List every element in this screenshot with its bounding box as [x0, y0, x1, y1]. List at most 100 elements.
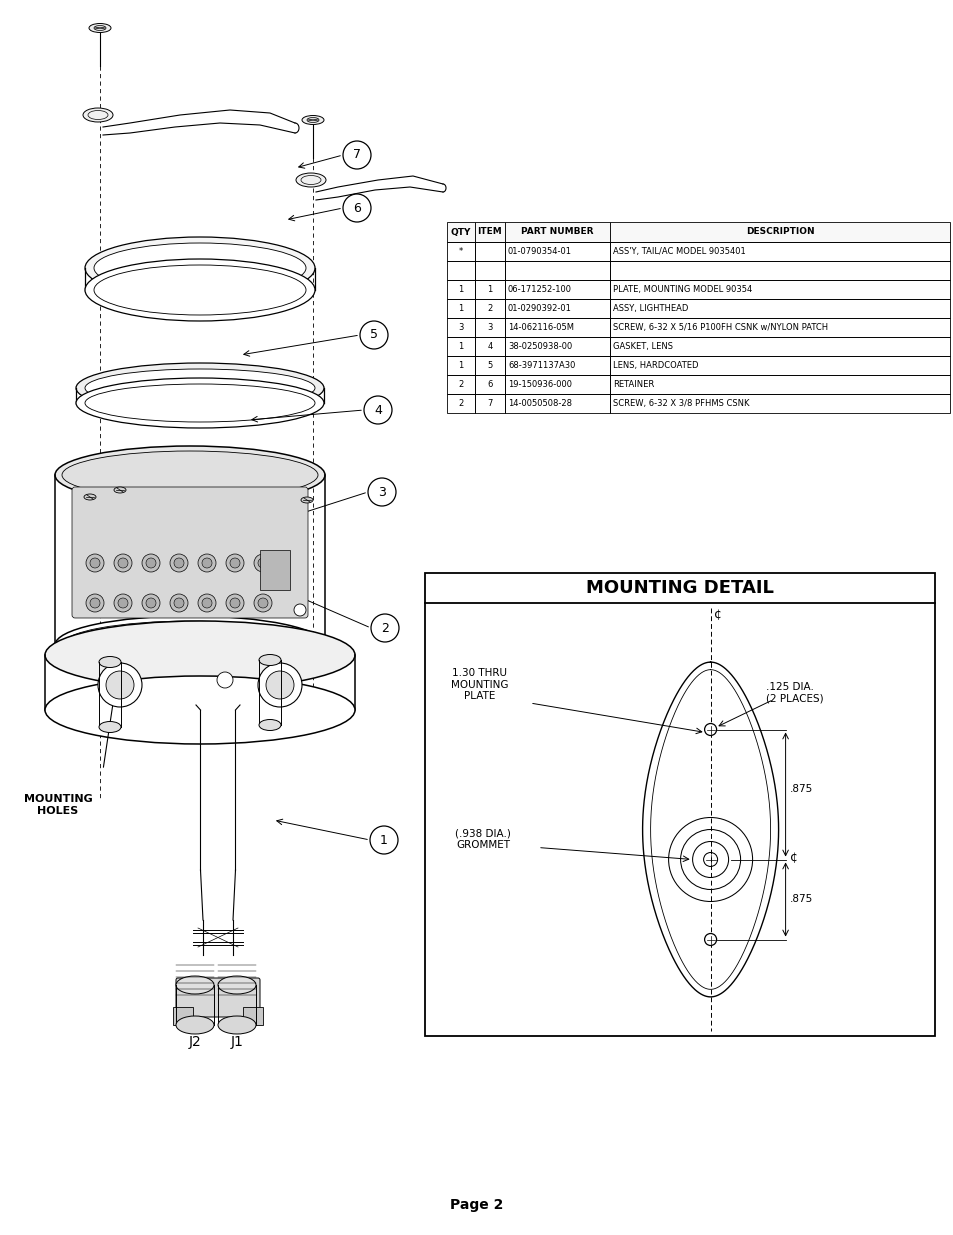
Circle shape: [364, 396, 392, 424]
Ellipse shape: [99, 657, 121, 667]
Text: 7: 7: [487, 399, 492, 408]
Circle shape: [266, 671, 294, 699]
Circle shape: [142, 594, 160, 613]
Circle shape: [142, 555, 160, 572]
Circle shape: [198, 594, 215, 613]
Ellipse shape: [62, 451, 317, 499]
Bar: [609, 394, 949, 412]
Text: 7: 7: [353, 148, 360, 162]
FancyBboxPatch shape: [243, 1007, 263, 1025]
Circle shape: [257, 663, 302, 706]
Circle shape: [98, 663, 142, 706]
Text: 6: 6: [353, 201, 360, 215]
Bar: [504, 356, 609, 375]
Text: 3: 3: [487, 324, 492, 332]
Ellipse shape: [45, 621, 355, 689]
Bar: [447, 317, 475, 337]
Text: 2: 2: [487, 304, 492, 312]
Bar: [475, 375, 504, 394]
Circle shape: [226, 594, 244, 613]
Text: MOUNTING
HOLES: MOUNTING HOLES: [24, 794, 92, 816]
Circle shape: [170, 555, 188, 572]
Text: ASS'Y, TAIL/AC MODEL 9035401: ASS'Y, TAIL/AC MODEL 9035401: [613, 247, 745, 256]
Circle shape: [113, 555, 132, 572]
Text: 19-150936-000: 19-150936-000: [507, 380, 572, 389]
Circle shape: [704, 934, 716, 946]
Circle shape: [253, 594, 272, 613]
Bar: [475, 222, 504, 242]
Text: 1: 1: [457, 342, 463, 351]
Circle shape: [226, 555, 244, 572]
Text: 5: 5: [487, 361, 492, 370]
Circle shape: [294, 604, 306, 616]
Text: 1.30 THRU
MOUNTING
PLATE: 1.30 THRU MOUNTING PLATE: [451, 668, 508, 701]
Bar: [475, 394, 504, 412]
Bar: [609, 242, 949, 261]
Text: ASSY, LIGHTHEAD: ASSY, LIGHTHEAD: [613, 304, 688, 312]
Bar: [609, 375, 949, 394]
Text: 2: 2: [457, 380, 463, 389]
Bar: [447, 299, 475, 317]
Circle shape: [216, 672, 233, 688]
Ellipse shape: [218, 976, 255, 994]
Ellipse shape: [295, 173, 326, 186]
Bar: [475, 261, 504, 280]
Circle shape: [146, 558, 156, 568]
Text: 4: 4: [487, 342, 492, 351]
Circle shape: [202, 598, 212, 608]
Text: RETAINER: RETAINER: [613, 380, 654, 389]
Bar: [609, 299, 949, 317]
Circle shape: [146, 598, 156, 608]
Text: .875: .875: [789, 784, 812, 794]
Circle shape: [370, 826, 397, 853]
Circle shape: [113, 594, 132, 613]
Text: 1: 1: [457, 285, 463, 294]
Text: 6: 6: [487, 380, 492, 389]
Ellipse shape: [301, 496, 313, 503]
Circle shape: [118, 598, 128, 608]
Ellipse shape: [85, 237, 314, 299]
Text: .875: .875: [789, 894, 812, 904]
Ellipse shape: [76, 378, 324, 429]
Ellipse shape: [83, 107, 112, 122]
Bar: [609, 356, 949, 375]
Text: (.938 DIA.)
GROMMET: (.938 DIA.) GROMMET: [455, 829, 511, 851]
Text: 1: 1: [487, 285, 492, 294]
Circle shape: [86, 594, 104, 613]
Ellipse shape: [175, 1016, 213, 1034]
FancyBboxPatch shape: [172, 1007, 193, 1025]
Bar: [504, 242, 609, 261]
Circle shape: [253, 555, 272, 572]
Circle shape: [202, 558, 212, 568]
Bar: [609, 261, 949, 280]
Text: 3: 3: [377, 485, 386, 499]
Circle shape: [704, 724, 716, 736]
Text: 01-0290392-01: 01-0290392-01: [507, 304, 571, 312]
Text: 2: 2: [380, 621, 389, 635]
Bar: [504, 280, 609, 299]
Text: ¢: ¢: [789, 851, 797, 864]
Circle shape: [230, 598, 240, 608]
Circle shape: [170, 594, 188, 613]
Circle shape: [359, 321, 388, 350]
Bar: [504, 222, 609, 242]
Ellipse shape: [302, 116, 324, 125]
Text: 14-062116-05M: 14-062116-05M: [507, 324, 574, 332]
Bar: [475, 356, 504, 375]
Text: LENS, HARDCOATED: LENS, HARDCOATED: [613, 361, 698, 370]
Text: 1: 1: [457, 361, 463, 370]
Text: QTY: QTY: [451, 227, 471, 236]
Bar: [475, 299, 504, 317]
Bar: [424, 573, 934, 1036]
Text: DESCRIPTION: DESCRIPTION: [745, 227, 814, 236]
Bar: [475, 337, 504, 356]
Text: 68-3971137A30: 68-3971137A30: [507, 361, 575, 370]
Text: 5: 5: [370, 329, 377, 342]
FancyBboxPatch shape: [260, 550, 290, 590]
Text: 2: 2: [457, 399, 463, 408]
Text: PART NUMBER: PART NUMBER: [520, 227, 593, 236]
Bar: [609, 317, 949, 337]
Text: Page 2: Page 2: [450, 1198, 503, 1212]
Ellipse shape: [55, 446, 325, 504]
Circle shape: [86, 555, 104, 572]
